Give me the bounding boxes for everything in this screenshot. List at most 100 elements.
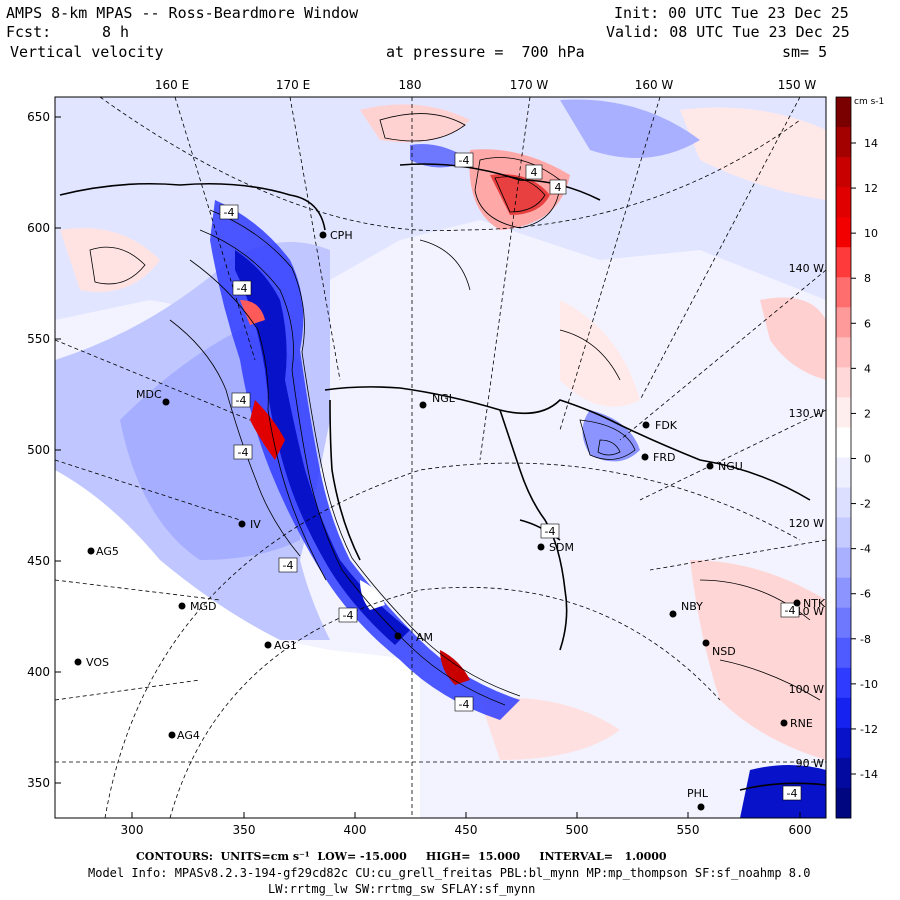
colorbar-cell — [836, 247, 851, 278]
colorbar-cell — [836, 127, 851, 158]
x-tick: 300 — [121, 823, 144, 837]
lon-label: 140 W — [789, 262, 824, 275]
contour-label: -4 — [224, 206, 235, 219]
contour-info: CONTOURS: UNITS=cm s⁻¹ LOW= -15.000 HIGH… — [136, 850, 667, 863]
y-tick: 600 — [27, 221, 50, 235]
svg-text:NGL: NGL — [432, 392, 456, 405]
station-nby: NBY — [669, 600, 703, 618]
contour-label: -4 — [283, 559, 294, 572]
lon-label: 160 E — [155, 78, 189, 92]
station-iv: IV — [238, 518, 261, 531]
contour-label: -4 — [459, 154, 470, 167]
no-data-region — [330, 650, 420, 818]
contour-label: 4 — [531, 166, 538, 179]
x-tick: 500 — [566, 823, 589, 837]
lon-label: 180 — [399, 78, 422, 92]
valid-time: Valid: 08 UTC Tue 23 Dec 25 — [606, 23, 850, 41]
plot-frame — [54, 96, 827, 819]
station-phl: PHL — [687, 787, 709, 811]
colorbar-cell — [836, 757, 851, 789]
forecast-label: Fcst: — [6, 23, 52, 41]
x-axis: 300 350 400 450 500 550 600 — [121, 812, 812, 837]
plot-area — [55, 97, 826, 818]
station-cph: CPH — [319, 229, 353, 242]
colorbar-cell — [836, 727, 851, 759]
svg-text:NGU: NGU — [718, 460, 743, 473]
station-fdk: FDK — [642, 419, 678, 432]
colorbar-cell — [836, 787, 851, 819]
colorbar-cell — [836, 397, 851, 428]
positive-patch-core — [490, 174, 550, 215]
colorbar-cell — [836, 637, 851, 669]
y-tick: 400 — [27, 665, 50, 679]
colorbar-tick-label: -2 — [860, 498, 871, 511]
graticule — [55, 97, 826, 818]
colorbar-tick-label: 12 — [864, 182, 878, 195]
lon-label: 100 W — [789, 683, 824, 696]
colorbar-units: cm s-1 — [854, 97, 884, 107]
contour-label: -4 — [236, 394, 247, 407]
lon-label: 150 W — [778, 78, 817, 92]
station-frd: FRD — [641, 451, 675, 464]
stations: MDC NGL CPH FDK FRD NGU AG5 SDM MGD NBY … — [74, 229, 826, 811]
contour-label: -4 — [343, 609, 354, 622]
x-tick: 550 — [677, 823, 700, 837]
colorbar-cell — [836, 487, 851, 519]
station-mgd: MGD — [178, 600, 217, 613]
station-ngu: NGU — [706, 460, 743, 473]
colorbar-tick-label: 0 — [864, 453, 871, 466]
colorbar-cell — [836, 667, 851, 699]
colorbar-cell — [836, 547, 851, 579]
contour-label: -4 — [459, 698, 470, 711]
svg-text:NTK: NTK — [803, 597, 826, 610]
pressure-level: at pressure = 700 hPa — [386, 43, 585, 61]
colorbar: cm s-1 14 12 10 8 6 4 2 0 -2 -4 -6 -8 -10 -12 -14 — [835, 96, 884, 819]
ascent-core — [250, 400, 285, 460]
colorbar-tick-label: -6 — [860, 588, 871, 601]
contour-label: -4 — [238, 446, 249, 459]
contour-label: -4 — [237, 282, 248, 295]
colorbar-cell — [836, 337, 851, 368]
ascent-core — [360, 580, 385, 610]
lon-label: 130 W — [789, 407, 824, 420]
lon-label: 170 E — [276, 78, 310, 92]
lon-label: 90 W — [796, 757, 824, 770]
colorbar-tick-label: -14 — [860, 768, 878, 781]
positive-patch — [760, 297, 826, 380]
strong-descent-core — [235, 250, 410, 645]
station-ntk: NTK — [793, 597, 826, 610]
station-sdm: SDM — [537, 541, 574, 554]
svg-text:FRD: FRD — [653, 451, 675, 464]
colorbar-tick-label: 14 — [864, 137, 878, 150]
contour-label: 4 — [555, 181, 562, 194]
y-tick: 350 — [27, 776, 50, 790]
chart-title: AMPS 8-km MPAS -- Ross-Beardmore Window — [6, 4, 359, 22]
colorbar-cell — [836, 577, 851, 609]
model-info: Model Info: MPASv8.2.3-194-gf29cd82c CU:… — [88, 866, 811, 880]
colorbar-cell — [836, 217, 851, 248]
x-tick: 600 — [789, 823, 812, 837]
colorbar-tick-label: 4 — [864, 362, 871, 375]
ascent-core — [240, 300, 265, 325]
positive-patch — [480, 698, 620, 760]
colorbar-cell — [836, 427, 851, 458]
station-ag1: AG1 — [264, 639, 297, 652]
coastline — [59, 163, 826, 791]
station-am: AM — [394, 631, 433, 644]
station-nsd: NSD — [702, 639, 736, 658]
svg-text:NSD: NSD — [712, 645, 736, 658]
colorbar-cell — [836, 457, 851, 489]
y-tick: 500 — [27, 443, 50, 457]
svg-text:CPH: CPH — [330, 229, 353, 242]
contour-label: -4 — [787, 787, 798, 800]
svg-text:VOS: VOS — [86, 656, 109, 669]
station-ag4: AG4 — [168, 729, 200, 742]
model-info-physics: LW:rrtmg_lw SW:rrtmg_sw SFLAY:sf_mynn — [268, 882, 536, 896]
smoothing: sm= 5 — [782, 43, 828, 61]
station-rne: RNE — [780, 717, 813, 730]
svg-text:RNE: RNE — [790, 717, 813, 730]
negative-patch — [560, 99, 700, 158]
colorbar-cell — [836, 157, 851, 188]
colorbar-cell — [836, 697, 851, 729]
